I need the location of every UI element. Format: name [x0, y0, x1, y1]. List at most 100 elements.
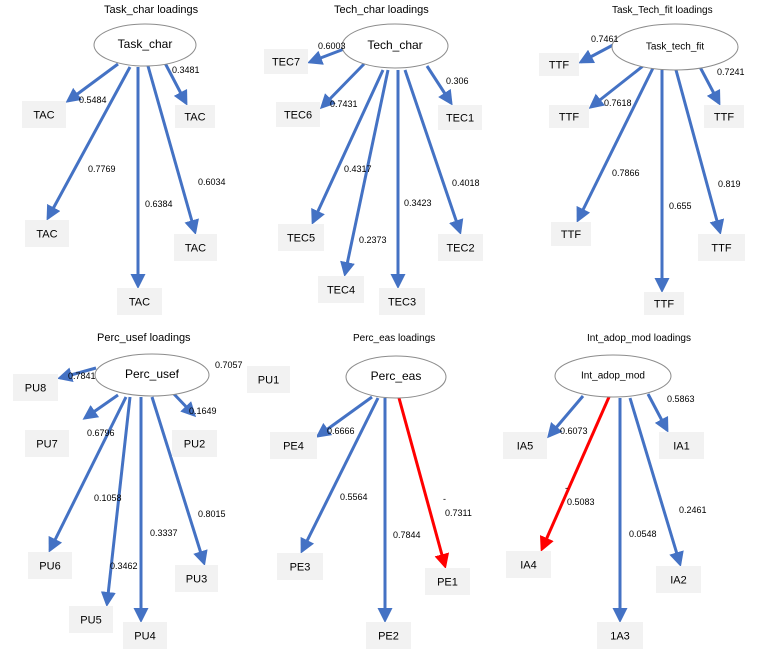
diagram-perc-eas-indicator-box-3 — [425, 568, 470, 595]
diagram-task-tech-fit-indicator-label-3: TTF — [561, 229, 581, 241]
diagram-perc-eas-latent-node — [345, 355, 447, 399]
diagram-task-tech-fit-weight-2: 0.7618 — [604, 98, 632, 108]
diagram-task-tech-fit-indicator-label-4: TTF — [654, 298, 674, 310]
diagram-int-adop-mod-edge-0 — [547, 395, 585, 439]
diagram-int-adop-mod-indicator-box-1 — [659, 432, 704, 459]
diagram-task-char-edge-1 — [65, 62, 119, 103]
diagram-int-adop-mod-weight-2: 0.5083 — [567, 497, 595, 507]
diagram-perc-usef-latent-node — [94, 353, 210, 397]
diagram-perc-usef-title: Perc_usef loadings — [97, 332, 191, 344]
diagram-perc-usef-latent-label: Perc_usef — [125, 367, 180, 381]
diagram-perc-usef-indicator-box-2 — [25, 430, 69, 457]
diagram-perc-usef-indicator-box-6 — [123, 622, 167, 649]
diagram-tech-char-indicator-box-2 — [276, 102, 320, 127]
diagram-perc-usef-weight-2: 0.6796 — [87, 428, 115, 438]
diagram-tech-char-weight-5: 0.3423 — [404, 198, 432, 208]
diagram-tech-char-indicator-label-1: TEC1 — [446, 112, 474, 124]
diagram-tech-char-edge-6 — [403, 69, 464, 235]
diagram-perc-eas-indicator-box-2 — [366, 622, 411, 649]
diagram-int-adop-mod-weight-0: 0.6073 — [560, 426, 588, 436]
diagram-perc-eas-weight-1: 0.5564 — [340, 492, 368, 502]
diagram-task-tech-fit-indicator-box-2 — [549, 105, 589, 128]
diagram-perc-eas-latent-label: Perc_eas — [371, 369, 422, 383]
diagram-tech-char-title: Tech_char loadings — [334, 4, 429, 16]
diagram-perc-usef-indicator-label-0: PU8 — [25, 382, 46, 394]
diagram-tech-char-edge-4 — [340, 69, 390, 277]
diagram-int-adop-mod-indicator-box-0 — [503, 432, 547, 459]
diagram-tech-char-weight-4: 0.2373 — [359, 235, 387, 245]
diagram-tech-char-weight-0: 0.6003 — [318, 41, 346, 51]
diagram-task-tech-fit-indicator-label-1: TTF — [714, 111, 734, 123]
diagram-tech-char-indicator-box-3 — [278, 224, 324, 251]
diagram-task-char-indicator-box-1 — [22, 101, 66, 128]
diagram-perc-eas-indicator-label-0: PE4 — [283, 440, 304, 452]
diagram-int-adop-mod-indicator-box-2 — [506, 551, 551, 578]
diagram-tech-char-indicator-label-2: TEC6 — [284, 109, 312, 121]
diagram-task-char-indicator-box-3 — [117, 288, 162, 315]
diagram-task-char-indicator-box-2 — [25, 220, 69, 247]
diagram-task-tech-fit-weight-1: 0.7241 — [717, 67, 745, 77]
diagram-perc-eas-edge-0 — [315, 395, 373, 438]
diagram-tech-char-weight-2: 0.7431 — [330, 99, 358, 109]
diagram-task-tech-fit-indicator-box-1 — [704, 105, 744, 128]
diagram-tech-char-indicator-box-1 — [438, 105, 482, 130]
diagram-perc-usef-weight-4: 0.1058 — [94, 493, 122, 503]
diagram-task-tech-fit-indicator-box-4 — [644, 292, 684, 315]
diagram-perc-usef-indicator-box-0 — [13, 374, 58, 401]
diagram-task-char-indicator-label-2: TAC — [36, 228, 57, 240]
diagram-task-char-weight-1: 0.5484 — [79, 95, 107, 105]
diagram-task-char-weight-0: 0.3481 — [172, 65, 200, 75]
diagram-perc-usef-indicator-box-3 — [172, 430, 217, 457]
nodes-layer: Task_char TAC TAC TAC TAC TAC Tech_char TEC7 TEC… — [13, 23, 745, 649]
diagram-int-adop-mod-title: Int_adop_mod loadings — [587, 333, 691, 344]
diagram-task-tech-fit-indicator-label-5: TTF — [711, 242, 731, 254]
diagram-perc-usef-indicator-label-6: PU4 — [134, 630, 155, 642]
diagram-task-char-indicator-label-0: TAC — [184, 111, 205, 123]
diagram-tech-char-edge-2 — [319, 62, 366, 110]
diagram-perc-usef-weight-6: 0.3337 — [150, 528, 178, 538]
diagram-perc-usef-edge-3 — [171, 391, 197, 418]
diagram-task-char-indicator-label-1: TAC — [33, 109, 54, 121]
diagram-task-char-weight-4: 0.6034 — [198, 177, 226, 187]
diagram-task-char-weight-3: 0.6384 — [145, 199, 173, 209]
diagram-task-tech-fit-latent-label: Task_tech_fit — [646, 42, 705, 53]
diagram-task-tech-fit-title: Task_Tech_fit loadings — [612, 5, 713, 16]
diagram-task-char-edge-2 — [46, 66, 132, 221]
diagram-task-tech-fit-weight-5: 0.819 — [718, 179, 741, 189]
diagram-perc-usef-edge-0 — [57, 366, 97, 383]
diagram-task-char-weight-2: 0.7769 — [88, 164, 116, 174]
diagram-tech-char-indicator-label-6: TEC2 — [446, 242, 474, 254]
diagram-task-char-indicator-box-4 — [174, 234, 217, 261]
diagram-task-char-latent-node — [93, 23, 197, 67]
diagram-tech-char-indicator-box-0 — [264, 49, 308, 74]
diagram-perc-eas-indicator-box-1 — [277, 553, 323, 580]
diagram-perc-usef-indicator-label-3: PU2 — [184, 438, 205, 450]
diagram-task-tech-fit-edge-1 — [698, 66, 721, 106]
diagram-int-adop-mod-indicator-label-2: IA4 — [520, 559, 537, 571]
diagram-task-char-title: Task_char loadings — [104, 4, 199, 16]
diagram-int-adop-mod-edge-4 — [628, 397, 684, 567]
diagram-perc-usef-indicator-label-7: PU3 — [186, 573, 207, 585]
diagram-tech-char-indicator-box-6 — [438, 234, 483, 261]
diagram-tech-char-indicator-box-5 — [379, 288, 425, 315]
diagram-perc-eas-indicator-box-0 — [270, 432, 317, 459]
diagram-task-tech-fit-indicator-box-0 — [539, 53, 579, 76]
diagram-task-tech-fit-latent-node — [611, 23, 739, 71]
diagram-task-char-indicator-label-3: TAC — [129, 296, 150, 308]
diagram-task-tech-fit-weight-0: 0.7461 — [591, 34, 619, 44]
diagram-perc-eas-edge-1 — [300, 397, 380, 554]
diagram-task-tech-fit-indicator-box-3 — [551, 222, 591, 246]
diagram-int-adop-mod-indicator-box-3 — [597, 622, 643, 649]
diagram-int-adop-mod-edge-1 — [646, 393, 669, 433]
diagram-task-char-edge-4 — [146, 65, 199, 235]
diagram-int-adop-mod-latent-node — [554, 354, 672, 398]
diagram-tech-char-edge-1 — [425, 65, 453, 106]
diagram-perc-usef-edge-7 — [150, 396, 208, 566]
diagram-tech-char-latent-node — [341, 23, 449, 69]
diagram-perc-eas-indicator-label-3: PE1 — [437, 576, 458, 588]
diagram-tech-char-weight-3: 0.4317 — [344, 164, 372, 174]
diagram-perc-eas-weight-3: 0.7311 — [445, 508, 472, 518]
diagram-tech-char-edge-3 — [311, 69, 385, 225]
diagram-task-char-indicator-label-4: TAC — [185, 242, 206, 254]
diagram-task-tech-fit-edge-2 — [588, 64, 644, 109]
